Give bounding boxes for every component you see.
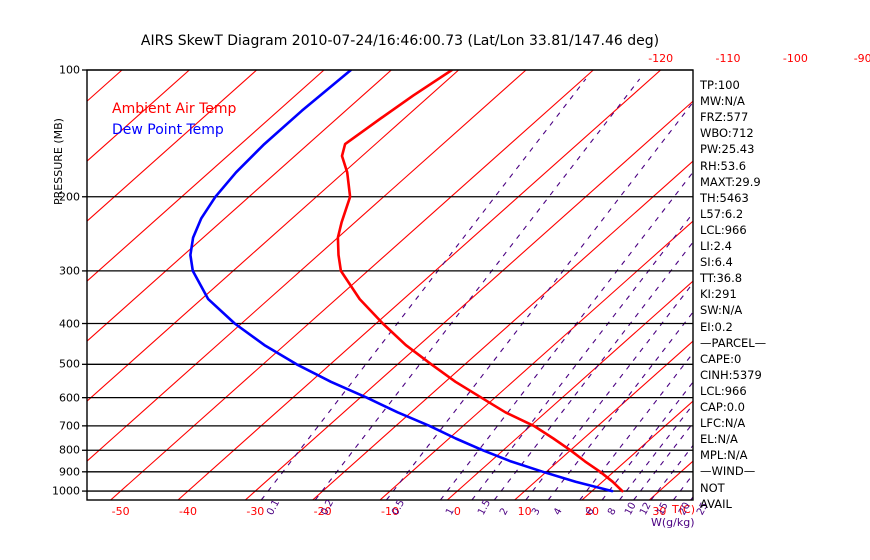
mixing-ratio-axis-label: W(g/kg) [651,516,695,529]
stat-item: LFC:N/A [700,416,746,431]
bottom-temp-tick: -10 [381,505,399,518]
bottom-temp-tick: -20 [313,505,332,518]
bottom-temp-tick: 20 [585,505,599,518]
stat-item: RH:53.6 [700,158,747,173]
stat-item: CAPE:0 [700,351,742,366]
axis-tick-marks [82,69,87,492]
stat-item: SW:N/A [700,303,743,318]
stat-item: MPL:N/A [700,448,748,463]
stat-item: CAP:0.0 [700,400,745,414]
bottom-temp-tick: 0 [453,505,461,518]
stat-item: LI:2.4 [700,239,732,253]
page-title: AIRS SkewT Diagram 2010-07-24/16:46:00.7… [140,33,660,49]
top-temp-tick: -90 [853,52,870,65]
mixing-ratio-lines [260,78,693,500]
bottom-temp-tick: -50 [111,505,130,518]
stat-item: KI:291 [700,287,737,302]
plot-background [87,70,693,500]
stat-item: MW:N/A [700,94,745,109]
stat-item: CINH:5379 [700,367,762,382]
pressure-tick: 800 [59,443,80,457]
pressure-tick: 100 [59,63,80,77]
stat-item: FRZ:577 [700,110,749,125]
stat-item: TH:5463 [700,190,749,205]
pressure-tick: 700 [59,419,80,433]
stat-item: TP:100 [700,78,740,92]
legend-ambient-air-temp: Ambient Air Temp [112,101,237,117]
stat-item: PW:25.43 [700,142,755,157]
pressure-tick: 900 [59,465,80,479]
stat-item: AVAIL [700,496,732,511]
stat-item: LCL:966 [700,383,747,398]
stat-item: MAXT:29.9 [700,174,761,189]
sounding-curves [189,70,624,493]
top-temp-tick: -120 [648,52,674,65]
bottom-temp-tick: 10 [517,505,532,518]
bottom-temp-tick: -30 [246,505,265,518]
pressure-tick: 200 [59,190,80,204]
stat-item: —PARCEL— [700,335,767,350]
temperature-axis-label: T(C) [672,503,695,516]
stat-item: NOT [700,480,725,495]
pressure-tick: 600 [59,391,80,405]
stat-item: LCL:966 [700,222,747,237]
pressure-tick: 1000 [52,484,80,498]
bottom-temp-tick: -40 [179,505,197,518]
legend-dew-point-temp: Dew Point Temp [112,122,224,138]
pressure-tick: 300 [59,264,80,278]
stat-item: EI:0.2 [700,319,733,334]
stat-item: —WIND— [700,464,756,479]
pressure-tick: 400 [59,317,80,330]
plot-frame [86,69,694,501]
stat-item: SI:6.4 [700,255,733,270]
stat-item: L57:6.2 [700,206,744,221]
top-temp-tick: -100 [782,52,808,65]
bottom-temp-tick: 30 [652,505,667,518]
stat-item: EL:N/A [700,432,738,447]
top-temp-tick: -110 [715,52,741,65]
stat-item: TT:36.8 [700,271,743,286]
stat-item: WBO:712 [700,126,754,141]
pressure-tick: 500 [59,357,80,371]
